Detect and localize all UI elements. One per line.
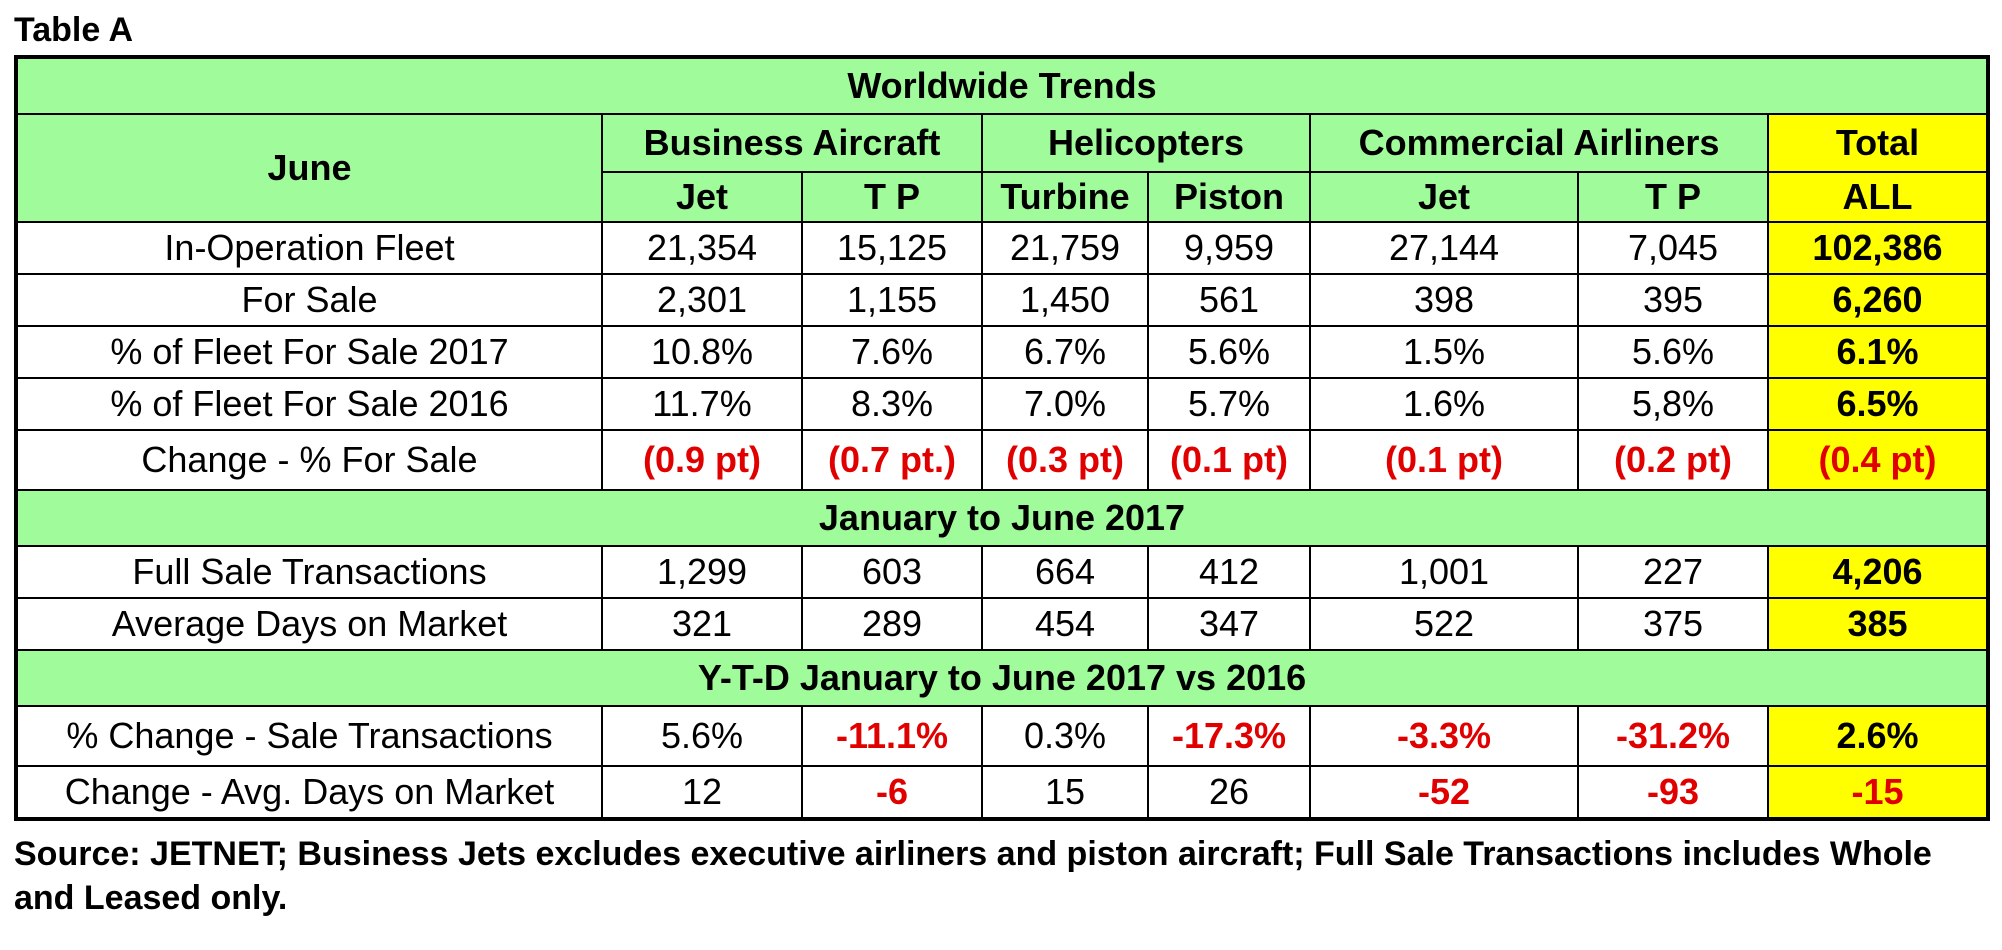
total-cell: 4,206	[1767, 545, 1989, 599]
total-cell: 102,386	[1767, 221, 1989, 275]
table-row: Average Days on Market 321 289 454 347 5…	[15, 597, 1989, 651]
table-cell: 412	[1147, 545, 1311, 599]
table-cell: 12	[601, 765, 803, 820]
table-cell: 11.7%	[601, 377, 803, 431]
table-cell: (0.7 pt.)	[801, 429, 983, 491]
column-header: Piston	[1147, 171, 1311, 223]
table-cell: 26	[1147, 765, 1311, 820]
table-cell: -6	[801, 765, 983, 820]
section-title: Y-T-D January to June 2017 vs 2016	[15, 649, 1989, 707]
table-row: % Change - Sale Transactions 5.6% -11.1%…	[15, 705, 1989, 767]
table-row: Change - % For Sale (0.9 pt) (0.7 pt.) (…	[15, 429, 1989, 491]
table-cell: -31.2%	[1577, 705, 1769, 767]
table-row: % of Fleet For Sale 2017 10.8% 7.6% 6.7%…	[15, 325, 1989, 379]
row-label: % of Fleet For Sale 2016	[15, 377, 603, 431]
table-cell: 7.0%	[981, 377, 1149, 431]
table-row: Change - Avg. Days on Market 12 -6 15 26…	[15, 765, 1989, 820]
table-row: Full Sale Transactions 1,299 603 664 412…	[15, 545, 1989, 599]
table-cell: 15	[981, 765, 1149, 820]
table-cell: 0.3%	[981, 705, 1149, 767]
table-cell: 9,959	[1147, 221, 1311, 275]
table-cell: 321	[601, 597, 803, 651]
table-row: % of Fleet For Sale 2016 11.7% 8.3% 7.0%…	[15, 377, 1989, 431]
table-cell: 664	[981, 545, 1149, 599]
table-cell: 375	[1577, 597, 1769, 651]
table-cell: 1,299	[601, 545, 803, 599]
row-label: In-Operation Fleet	[15, 221, 603, 275]
table-cell: 2,301	[601, 273, 803, 327]
table-cell: -52	[1309, 765, 1579, 820]
table-title: Worldwide Trends	[15, 56, 1989, 115]
table-cell: 398	[1309, 273, 1579, 327]
row-header-june: June	[15, 113, 603, 223]
table-cell: 454	[981, 597, 1149, 651]
table-cell: 1,001	[1309, 545, 1579, 599]
table-cell: 5.6%	[1147, 325, 1311, 379]
row-label: Full Sale Transactions	[15, 545, 603, 599]
table-cell: -17.3%	[1147, 705, 1311, 767]
table-cell: 10.8%	[601, 325, 803, 379]
table-cell: -3.3%	[1309, 705, 1579, 767]
table-cell: -11.1%	[801, 705, 983, 767]
row-label: For Sale	[15, 273, 603, 327]
row-label: % of Fleet For Sale 2017	[15, 325, 603, 379]
table-cell: (0.1 pt)	[1309, 429, 1579, 491]
table-cell: 347	[1147, 597, 1311, 651]
table-row: For Sale 2,301 1,155 1,450 561 398 395 6…	[15, 273, 1989, 327]
table-cell: (0.9 pt)	[601, 429, 803, 491]
table-cell: 8.3%	[801, 377, 983, 431]
row-label: Change - % For Sale	[15, 429, 603, 491]
row-label: % Change - Sale Transactions	[15, 705, 603, 767]
table-cell: 561	[1147, 273, 1311, 327]
table-cell: 395	[1577, 273, 1769, 327]
table-cell: 5.6%	[601, 705, 803, 767]
table-cell: 1.6%	[1309, 377, 1579, 431]
column-header: Jet	[1309, 171, 1579, 223]
table-cell: 522	[1309, 597, 1579, 651]
table-cell: -93	[1577, 765, 1769, 820]
group-business-aircraft: Business Aircraft	[601, 113, 983, 173]
table-row: In-Operation Fleet 21,354 15,125 21,759 …	[15, 221, 1989, 275]
table-cell: 21,354	[601, 221, 803, 275]
group-commercial-airliners: Commercial Airliners	[1309, 113, 1769, 173]
table-cell: 21,759	[981, 221, 1149, 275]
column-header: Turbine	[981, 171, 1149, 223]
table-caption: Table A	[14, 11, 134, 49]
table-cell: 289	[801, 597, 983, 651]
group-total: Total	[1767, 113, 1989, 173]
total-cell: 6.1%	[1767, 325, 1989, 379]
table-cell: 1.5%	[1309, 325, 1579, 379]
table-cell: (0.3 pt)	[981, 429, 1149, 491]
table-cell: (0.1 pt)	[1147, 429, 1311, 491]
worldwide-trends-table: Worldwide Trends June Business Aircraft …	[14, 55, 1990, 821]
table-cell: 5.6%	[1577, 325, 1769, 379]
table-cell: 7,045	[1577, 221, 1769, 275]
table-cell: 1,450	[981, 273, 1149, 327]
row-label: Change - Avg. Days on Market	[15, 765, 603, 820]
total-cell: 385	[1767, 597, 1989, 651]
section-title: January to June 2017	[15, 489, 1989, 547]
table-cell: 5,8%	[1577, 377, 1769, 431]
table-cell: 15,125	[801, 221, 983, 275]
table-cell: 7.6%	[801, 325, 983, 379]
column-header: T P	[801, 171, 983, 223]
group-helicopters: Helicopters	[981, 113, 1311, 173]
total-cell: 6,260	[1767, 273, 1989, 327]
table-cell: 5.7%	[1147, 377, 1311, 431]
column-header: T P	[1577, 171, 1769, 223]
row-label: Average Days on Market	[15, 597, 603, 651]
total-cell: (0.4 pt)	[1767, 429, 1989, 491]
column-header: Jet	[601, 171, 803, 223]
source-note: Source: JETNET; Business Jets excludes e…	[14, 835, 1932, 917]
total-cell: 6.5%	[1767, 377, 1989, 431]
total-cell: 2.6%	[1767, 705, 1989, 767]
table-cell: 227	[1577, 545, 1769, 599]
table-cell: 27,144	[1309, 221, 1579, 275]
column-header: ALL	[1767, 171, 1989, 223]
table-cell: 603	[801, 545, 983, 599]
table-cell: (0.2 pt)	[1577, 429, 1769, 491]
table-cell: 6.7%	[981, 325, 1149, 379]
table-cell: 1,155	[801, 273, 983, 327]
total-cell: -15	[1767, 765, 1989, 820]
